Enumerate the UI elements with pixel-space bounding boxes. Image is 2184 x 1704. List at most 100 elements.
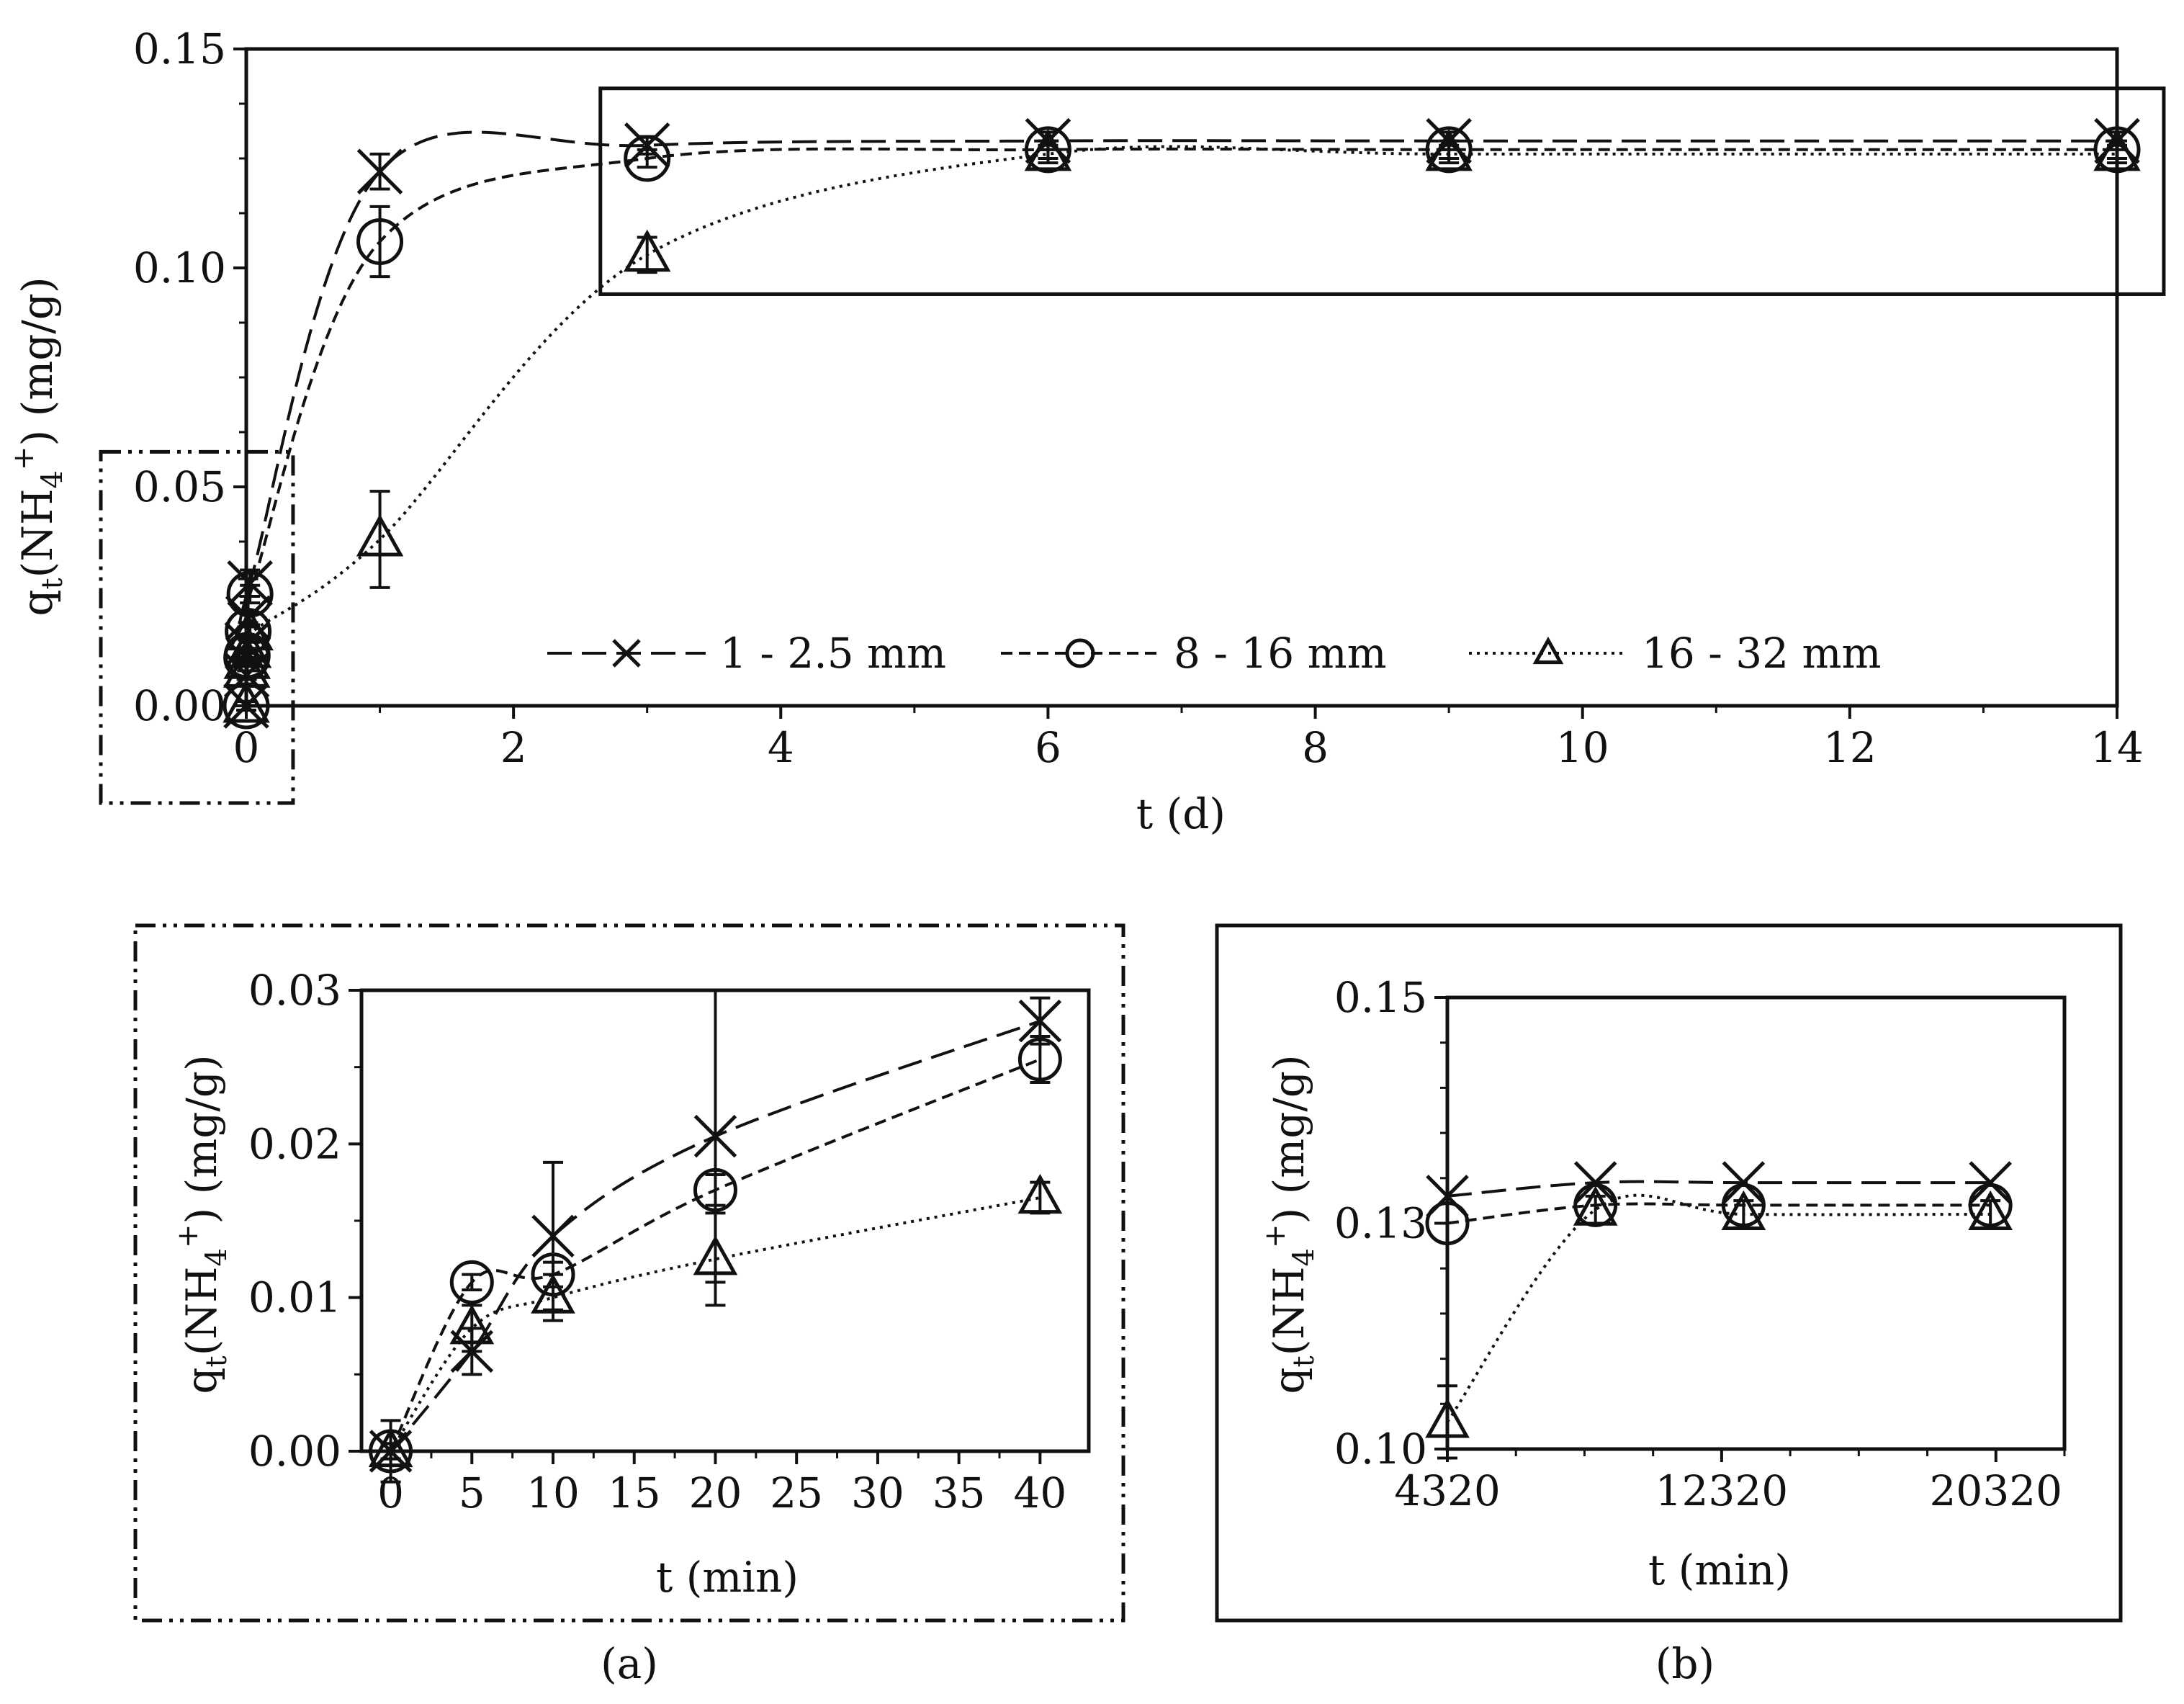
x-tick-label: 14 <box>2090 723 2144 772</box>
x-tick-label: 6 <box>1035 723 1061 772</box>
data-point <box>1425 126 1473 174</box>
data-point <box>1722 1161 1766 1204</box>
data-point <box>356 514 404 557</box>
data-point <box>693 1235 738 1275</box>
x-tick-label: 12320 <box>1655 1466 1789 1515</box>
zoom-region-b <box>598 86 2166 296</box>
data-point <box>1425 128 1473 171</box>
error-bar <box>240 583 261 605</box>
legend: 1 - 2.5 mm 8 - 16 mm 16 - 32 mm <box>547 629 1882 678</box>
data-point <box>1024 126 1071 174</box>
data-point <box>1968 1190 2013 1231</box>
y-tick-label: 0.00 <box>248 1427 341 1476</box>
data-point <box>624 135 671 182</box>
x-tick-label: 4320 <box>1394 1466 1501 1515</box>
error-bar <box>637 148 657 169</box>
legend-marker <box>612 639 641 668</box>
x-tick-label: 10 <box>526 1468 580 1517</box>
data-point <box>2093 126 2141 174</box>
panel-a-y-axis-title: qt(NH4+) (mg/g) <box>171 1054 233 1394</box>
series-line <box>389 1058 1041 1452</box>
panel-b-x-axis-title: t (min) <box>1648 1546 1791 1595</box>
y-tick-label: 0.13 <box>1334 1199 1427 1248</box>
x-tick-label: 35 <box>933 1468 986 1517</box>
data-point <box>1425 1201 1470 1245</box>
y-tick-label: 0.02 <box>248 1119 341 1168</box>
series-triangle <box>223 128 2141 723</box>
data-point <box>531 1273 575 1314</box>
data-point <box>1017 1037 1062 1082</box>
data-point <box>623 229 671 272</box>
data-point <box>2093 128 2141 171</box>
x-tick-label: 25 <box>770 1468 823 1517</box>
panel-b-label: (b) <box>1655 1639 1715 1688</box>
data-point <box>226 570 274 618</box>
x-tick-label: 20 <box>689 1468 742 1517</box>
data-point <box>356 148 403 195</box>
x-tick-label: 8 <box>1302 723 1329 772</box>
legend-label: 16 - 32 mm <box>1642 629 1882 678</box>
data-point <box>368 1427 413 1468</box>
legend-label: 1 - 2.5 mm <box>720 629 946 678</box>
error-bar <box>1030 1035 1051 1084</box>
error-bar <box>637 236 657 274</box>
series-triangle <box>1425 1185 2013 1460</box>
x-tick-label: 2 <box>500 723 527 772</box>
data-point <box>449 1304 495 1345</box>
x-tick-label: 10 <box>1556 723 1609 772</box>
error-bar <box>369 490 390 589</box>
error-bar <box>462 1273 482 1291</box>
y-tick-label: 0.10 <box>133 243 226 292</box>
legend-marker <box>1065 638 1095 668</box>
panel-a-label: (a) <box>601 1639 658 1688</box>
data-point <box>693 1114 737 1158</box>
data-point <box>1573 1161 1617 1204</box>
y-tick-label: 0.00 <box>133 681 226 730</box>
inset-chart-b: 0.10 0.13 0.15 4320 12320 20320 t (min) qt(NH… <box>1215 923 2123 1688</box>
series-triangle <box>368 1173 1063 1468</box>
error-bar <box>236 699 256 712</box>
data-point <box>1969 1161 2012 1204</box>
main-x-axis-title: t (d) <box>1136 789 1226 838</box>
data-point <box>1425 1398 1470 1438</box>
error-bar <box>705 1211 726 1307</box>
panel-b-border <box>1215 923 2123 1623</box>
x-tick-label: 20320 <box>1930 1466 2063 1515</box>
x-tick-label: 15 <box>608 1468 661 1517</box>
x-tick-label: 5 <box>459 1468 485 1517</box>
series-line <box>1446 1193 1991 1423</box>
data-point <box>449 1260 494 1304</box>
y-tick-label: 0.01 <box>248 1273 341 1322</box>
x-tick-label: 0 <box>233 723 260 772</box>
panel-b-y-axis-title: qt(NH4+) (mg/g) <box>1259 1054 1321 1394</box>
data-point <box>1024 128 1072 171</box>
data-point <box>226 608 274 651</box>
y-tick-label: 0.15 <box>133 24 226 73</box>
panel-a-border <box>133 923 1125 1623</box>
data-point <box>693 1167 737 1212</box>
series-line <box>390 1019 1041 1453</box>
data-point <box>1017 1173 1063 1214</box>
x-tick-label: 30 <box>851 1468 904 1517</box>
data-point <box>1018 999 1062 1043</box>
main-chart: 0.00 0.05 0.10 0.15 0 2 4 6 8 10 12 14 t (d) qt(NH4… <box>7 24 2166 838</box>
y-tick-label: 0.10 <box>1334 1425 1427 1474</box>
data-point <box>356 218 404 266</box>
y-tick-label: 0.05 <box>133 462 226 511</box>
x-tick-label: 40 <box>1013 1468 1066 1517</box>
series-line <box>1447 1180 1991 1198</box>
zoom-region-a <box>99 449 295 805</box>
data-point <box>227 560 273 606</box>
series-line <box>389 1196 1041 1453</box>
y-tick-label: 0.15 <box>1334 973 1427 1022</box>
inset-chart-a: 0.000.010.020.030 5 10 15 20 25 30 35 40 t (min)… <box>133 923 1125 1688</box>
data-point <box>531 1214 575 1258</box>
legend-label: 8 - 16 mm <box>1174 629 1387 678</box>
data-point <box>1721 1190 1766 1231</box>
panel-a-x-axis-title: t (min) <box>656 1553 799 1602</box>
error-bar <box>705 1173 726 1207</box>
main-y-axis-title: qt(NH4+) (mg/g) <box>7 277 69 616</box>
x-tick-label: 12 <box>1823 723 1877 772</box>
data-point <box>223 637 271 679</box>
y-tick-label: 0.03 <box>248 966 341 1015</box>
